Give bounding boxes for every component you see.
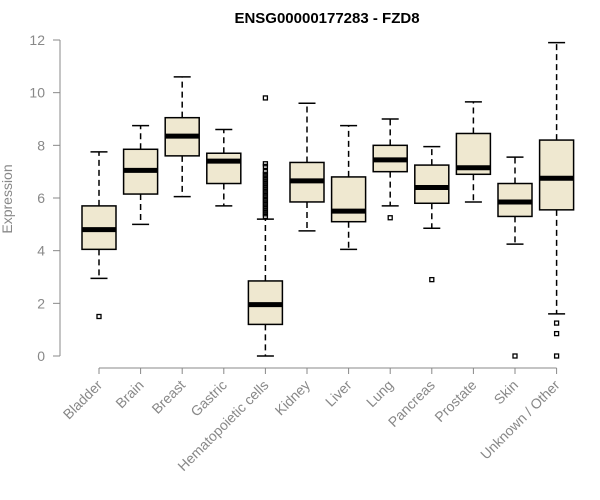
x-tick-label: Lung <box>363 377 396 410</box>
x-tick-label: Liver <box>322 377 355 410</box>
box-group <box>247 95 284 357</box>
box-group <box>330 124 367 251</box>
box-iqr <box>330 176 367 223</box>
box-group <box>538 41 575 359</box>
box-iqr <box>206 152 242 185</box>
outlier-point <box>96 313 102 320</box>
x-tick-label: Unknown / Other <box>477 377 563 463</box>
y-tick-label: 8 <box>37 137 45 153</box>
y-tick-label: 12 <box>29 32 45 48</box>
box-group <box>497 156 533 359</box>
box-group <box>81 151 117 320</box>
x-tick-label: Kidney <box>272 377 314 419</box>
box-group <box>372 118 408 221</box>
box-group <box>164 76 200 198</box>
y-tick-label: 10 <box>29 85 45 101</box>
box-group <box>206 128 242 207</box>
box-iqr <box>538 139 575 211</box>
outlier-point <box>553 353 560 359</box>
y-tick-label: 4 <box>37 243 45 259</box>
outlier-point <box>553 320 560 326</box>
box-group <box>289 102 325 232</box>
outlier-point <box>512 353 518 359</box>
outlier-point <box>262 213 269 220</box>
box-group <box>455 101 492 203</box>
x-tick-label: Brain <box>112 377 146 411</box>
outlier-point <box>429 276 435 283</box>
y-tick-label: 6 <box>37 190 45 206</box>
boxes-group <box>81 41 575 359</box>
outlier-point <box>387 215 393 221</box>
outlier-point <box>262 163 269 170</box>
outlier-point <box>553 330 560 337</box>
box-group <box>122 124 159 226</box>
box-group <box>414 145 450 283</box>
x-tick-label: Breast <box>148 377 188 417</box>
box-iqr <box>414 164 450 205</box>
x-tick-label: Bladder <box>60 377 106 423</box>
y-axis-label: Expression <box>0 164 15 233</box>
chart-title: ENSG00000177283 - FZD8 <box>234 10 419 27</box>
outlier-point <box>262 95 269 101</box>
y-tick-label: 0 <box>37 348 45 364</box>
x-tick-label: Prostate <box>431 377 479 425</box>
x-tick-label: Skin <box>491 377 522 408</box>
y-axis: 0 2 4 6 8 10 12 <box>29 32 61 364</box>
y-tick-label: 2 <box>37 295 45 311</box>
